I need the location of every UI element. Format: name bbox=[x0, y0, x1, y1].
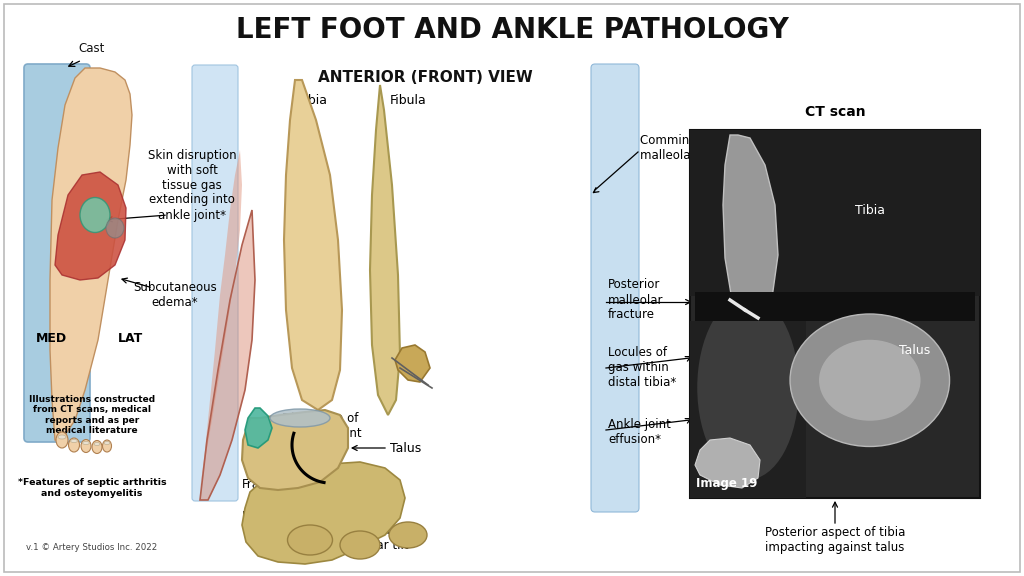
Polygon shape bbox=[284, 80, 342, 410]
Ellipse shape bbox=[270, 409, 330, 427]
Text: Fibula: Fibula bbox=[389, 93, 426, 107]
FancyBboxPatch shape bbox=[193, 65, 238, 501]
Ellipse shape bbox=[80, 198, 110, 233]
Text: *Features of septic arthritis
and osteyomyelitis: *Features of septic arthritis and osteyo… bbox=[17, 478, 166, 498]
Text: Ankle joint
effusion*: Ankle joint effusion* bbox=[608, 418, 671, 446]
Text: Tibia: Tibia bbox=[297, 93, 327, 107]
Text: Talus: Talus bbox=[899, 344, 930, 357]
Text: Talus: Talus bbox=[390, 441, 421, 454]
Bar bbox=[690, 130, 980, 295]
Text: Illustrations constructed
from CT scans, medical
reports and as per
medical lite: Illustrations constructed from CT scans,… bbox=[29, 395, 155, 435]
Bar bbox=[695, 292, 975, 321]
Bar bbox=[690, 130, 980, 498]
Polygon shape bbox=[55, 172, 126, 280]
Ellipse shape bbox=[819, 340, 921, 420]
Ellipse shape bbox=[81, 439, 91, 453]
Text: MED: MED bbox=[36, 332, 68, 344]
Text: Fractured
medial
malleolus: Fractured medial malleolus bbox=[242, 479, 298, 521]
FancyBboxPatch shape bbox=[24, 64, 90, 442]
Text: Comminuted impacted lateral
malleolar fracture with displacement: Comminuted impacted lateral malleolar fr… bbox=[640, 134, 859, 162]
Polygon shape bbox=[395, 345, 430, 382]
Polygon shape bbox=[242, 462, 406, 564]
Ellipse shape bbox=[92, 441, 102, 453]
Ellipse shape bbox=[697, 295, 799, 480]
Text: Skin disruption
with soft
tissue gas
extending into
ankle joint*: Skin disruption with soft tissue gas ext… bbox=[147, 149, 237, 222]
Ellipse shape bbox=[102, 440, 112, 452]
Ellipse shape bbox=[56, 432, 68, 448]
Ellipse shape bbox=[389, 522, 427, 548]
Text: v.1 © Artery Studios Inc. 2022: v.1 © Artery Studios Inc. 2022 bbox=[27, 544, 158, 552]
Ellipse shape bbox=[288, 525, 333, 555]
Polygon shape bbox=[50, 68, 132, 440]
Polygon shape bbox=[200, 210, 255, 500]
Ellipse shape bbox=[340, 531, 380, 559]
FancyBboxPatch shape bbox=[591, 64, 639, 512]
Text: Cast: Cast bbox=[78, 41, 104, 55]
Text: CT scan: CT scan bbox=[805, 105, 865, 119]
Bar bbox=[690, 321, 806, 498]
Polygon shape bbox=[723, 135, 778, 320]
Text: Locules of
gas within
distal tibia*: Locules of gas within distal tibia* bbox=[608, 347, 676, 389]
Text: Medial
talar tilt: Medial talar tilt bbox=[361, 524, 409, 552]
Text: Tibia: Tibia bbox=[855, 204, 885, 218]
Polygon shape bbox=[370, 85, 400, 415]
Text: Disruption of
tibiotalar joint: Disruption of tibiotalar joint bbox=[279, 412, 361, 440]
Ellipse shape bbox=[106, 218, 124, 238]
Text: ANTERIOR (FRONT) VIEW: ANTERIOR (FRONT) VIEW bbox=[317, 70, 532, 85]
Text: Posterior aspect of tibia
impacting against talus: Posterior aspect of tibia impacting agai… bbox=[765, 526, 905, 554]
Text: Posterior
malleolar
fracture: Posterior malleolar fracture bbox=[608, 279, 664, 321]
Ellipse shape bbox=[83, 441, 89, 445]
Ellipse shape bbox=[58, 435, 66, 439]
Ellipse shape bbox=[69, 438, 80, 452]
Text: Image 19: Image 19 bbox=[696, 477, 758, 490]
Ellipse shape bbox=[71, 439, 78, 442]
Text: LAT: LAT bbox=[118, 332, 143, 344]
Text: Subcutaneous
edema*: Subcutaneous edema* bbox=[133, 281, 217, 309]
Ellipse shape bbox=[791, 314, 949, 446]
Text: LEFT FOOT AND ANKLE PATHOLOGY: LEFT FOOT AND ANKLE PATHOLOGY bbox=[236, 16, 788, 44]
Polygon shape bbox=[242, 410, 348, 490]
Polygon shape bbox=[695, 438, 760, 488]
Ellipse shape bbox=[104, 441, 110, 445]
Polygon shape bbox=[200, 150, 242, 490]
Ellipse shape bbox=[94, 442, 100, 445]
Polygon shape bbox=[245, 408, 272, 448]
